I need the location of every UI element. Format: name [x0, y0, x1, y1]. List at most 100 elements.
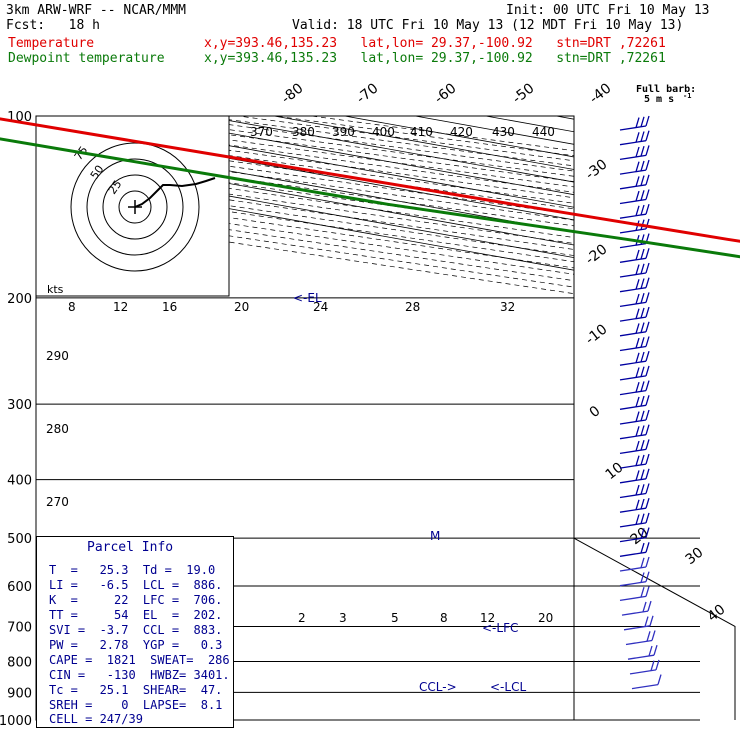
wind-barb-feather — [645, 380, 650, 391]
wind-barb-staff — [619, 228, 647, 234]
wind-barb — [619, 586, 650, 602]
wind-barb — [619, 395, 650, 410]
parcel-row: T = 25.3 Td = 19.0 — [49, 563, 216, 577]
wind-barb-feather — [640, 484, 645, 495]
parcel-row: Tc = 25.1 SHEAR= 47. — [49, 683, 223, 697]
wind-barb-staff — [619, 478, 647, 484]
wind-barb-feather — [647, 600, 652, 612]
wind-barb-feather — [635, 411, 640, 422]
pressure-tick-label: 500 — [7, 532, 32, 547]
wind-barb — [619, 204, 650, 219]
hodograph-ring — [118, 190, 152, 224]
wind-barb-staff — [619, 242, 647, 249]
isotherm-label: -80 — [279, 80, 307, 107]
wind-barb — [619, 321, 650, 337]
wind-barb-feather — [645, 292, 650, 303]
theta-label: 290 — [46, 349, 69, 363]
wind-barb-feather — [640, 248, 645, 260]
wind-barb-feather — [635, 146, 640, 158]
wind-barb-feather — [635, 132, 640, 143]
isotherm-line — [415, 116, 574, 145]
isotherm-label: -50 — [510, 80, 538, 107]
wind-barb-feather — [640, 337, 645, 348]
wind-barb-staff — [619, 125, 647, 131]
wind-barb-feather — [645, 336, 650, 347]
wind-barb-feather — [640, 572, 645, 583]
wind-barb-feather — [640, 175, 645, 186]
wind-barb — [619, 365, 650, 381]
wind-barb-feather — [635, 470, 640, 481]
isotherm-line — [36, 148, 574, 246]
diagram-extension-edge — [573, 537, 736, 720]
theta-label: 280 — [46, 422, 69, 436]
wind-barb — [619, 292, 650, 308]
theta-e-label: 390 — [332, 125, 355, 139]
isotherm-label: -60 — [432, 80, 460, 107]
dewpoint-legend-label: Dewpoint temperature — [8, 51, 165, 66]
wind-barb-feather — [635, 455, 640, 466]
wind-barb-feather — [642, 601, 647, 613]
hodograph-trace — [134, 177, 216, 208]
wind-barb — [619, 174, 650, 190]
isotherm-label: 30 — [683, 545, 707, 569]
wind-barb — [619, 542, 650, 557]
wind-barb-feather — [635, 514, 640, 525]
parcel-row: CIN = -130 HWBZ= 3401. — [49, 668, 230, 682]
parcel-row: LI = -6.5 LCL = 886. — [49, 578, 223, 592]
wind-barb-staff — [619, 551, 647, 557]
mixing-ratio-label: 12 — [480, 611, 495, 625]
mixing-ratio-label: 24 — [313, 300, 328, 314]
wind-barb-feather — [635, 293, 640, 305]
theta-e-label: 430 — [492, 125, 515, 139]
theta-e-label: 370 — [250, 125, 273, 139]
wind-barb — [619, 468, 650, 484]
hodograph-ring — [70, 142, 200, 272]
parcel-row: SVI = -3.7 CCL = 883. — [49, 623, 223, 637]
wind-barb-feather — [645, 321, 650, 332]
barb-key-label: Full barb: — [636, 84, 697, 95]
wind-barb-feather — [635, 499, 640, 510]
wind-barb-feather — [645, 204, 650, 215]
wind-barb — [619, 527, 650, 543]
wind-barb-feather — [645, 424, 650, 435]
wind-barb-feather — [645, 277, 650, 288]
wind-barb-feather — [640, 146, 645, 157]
wind-barb — [623, 615, 654, 631]
wind-barb — [619, 380, 650, 396]
wind-barb-staff — [627, 654, 655, 660]
wind-barb-feather — [640, 307, 645, 319]
parcel-info-panel: Parcel Info T = 25.3 Td = 19.0 LI = -6.5… — [36, 536, 234, 728]
wind-barb-feather — [645, 306, 650, 318]
wind-barb-feather — [640, 425, 645, 436]
wind-barb-feather — [655, 659, 660, 671]
isotherm-label: 10 — [603, 460, 627, 484]
pressure-tick-label: 600 — [7, 580, 32, 595]
wind-barb-staff — [619, 463, 647, 469]
dry-adiabat — [201, 116, 574, 167]
wind-barb-feather — [635, 440, 640, 452]
valid-time: Valid: 18 UTC Fri 10 May 13 (12 MDT Fri … — [292, 18, 684, 33]
wind-barb-staff — [629, 669, 657, 675]
wind-barb-feather — [645, 468, 650, 479]
wind-barb-feather — [640, 160, 645, 172]
mixing-ratio-label: 20 — [538, 611, 553, 625]
wind-barb-feather — [640, 557, 645, 568]
wind-barb-feather — [635, 396, 640, 408]
wind-barb-staff — [619, 213, 647, 219]
wind-barb-staff — [619, 184, 647, 190]
wind-barb-feather — [640, 351, 645, 363]
wind-barb-feather — [645, 483, 650, 494]
wind-barb-feather — [640, 366, 645, 377]
wind-barb — [619, 351, 650, 366]
wind-barb-feather — [645, 189, 650, 200]
hodograph-panel — [35, 115, 230, 297]
dewpoint-legend-info: x,y=393.46,135.23 lat,lon= 29.37,-100.92… — [204, 51, 666, 66]
mixing-ratio-label: 5 — [391, 611, 399, 625]
wind-barb-feather — [645, 365, 650, 377]
wind-barb-staff — [619, 404, 647, 410]
wind-barb — [619, 277, 650, 293]
wind-barb-feather — [640, 204, 645, 216]
isotherm-line — [36, 123, 574, 221]
wind-barb-feather — [645, 262, 650, 274]
wind-barb-staff — [619, 287, 647, 293]
